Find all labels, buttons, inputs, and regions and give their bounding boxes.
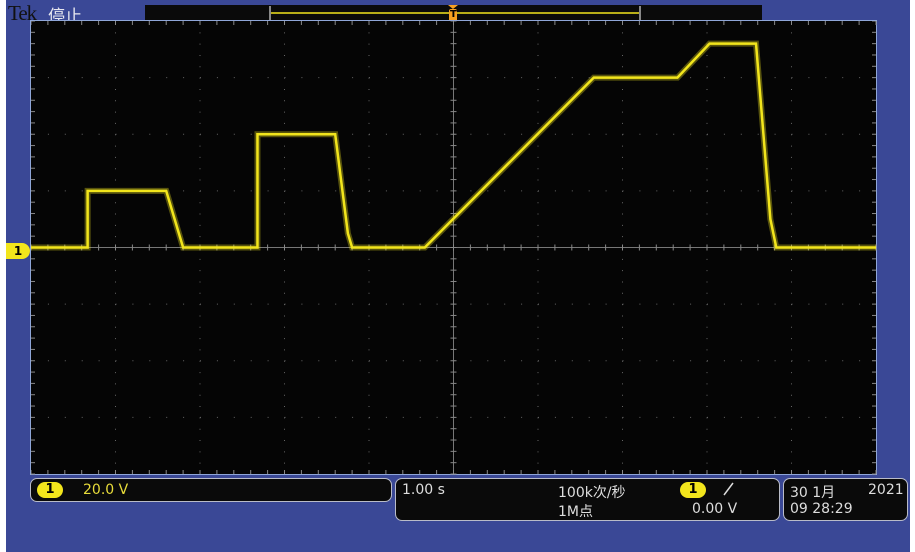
time: 09 28:29 xyxy=(790,501,853,517)
datetime-readout: 30 1月 2021 09 28:29 xyxy=(783,478,908,521)
trigger-source-badge: 1 xyxy=(680,482,706,498)
waveform-plot xyxy=(31,21,877,475)
graticule xyxy=(30,20,877,475)
record-length: 1M点 xyxy=(558,504,593,520)
date: 30 1月 xyxy=(790,485,836,501)
channel-badge: 1 xyxy=(37,482,63,498)
trigger-level: 0.00 V xyxy=(692,501,738,517)
waveform-trace xyxy=(31,42,876,249)
horizontal-readout[interactable]: 1.00 s 100k次/秒 1M点 1 0.00 V xyxy=(395,478,780,521)
time-scale: 1.00 s xyxy=(402,482,445,498)
sample-rate: 100k次/秒 xyxy=(558,485,626,501)
year: 2021 xyxy=(868,482,904,498)
vertical-readout[interactable]: 1 20.0 V xyxy=(30,478,392,502)
channel-1-ground-marker[interactable]: 1 xyxy=(6,243,30,259)
vertical-scale: 20.0 V xyxy=(83,482,129,498)
